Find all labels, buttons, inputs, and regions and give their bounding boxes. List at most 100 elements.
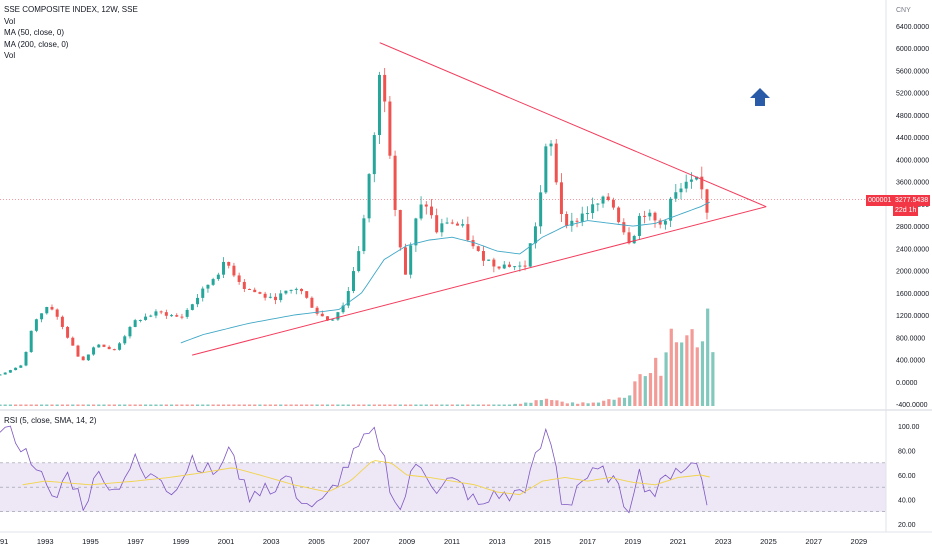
candle-body	[487, 259, 491, 261]
candle-body	[580, 213, 584, 222]
legend-vol-2: Vol	[4, 51, 16, 60]
candle-body	[289, 289, 293, 291]
candle-body	[128, 326, 132, 337]
candle-body	[60, 316, 64, 327]
candle-body	[466, 224, 470, 241]
candle-body	[700, 176, 704, 190]
candle-body	[455, 223, 459, 226]
candle-body	[403, 247, 407, 275]
candle-body	[414, 218, 418, 246]
time-tick-label: 2025	[760, 537, 777, 546]
candle-body	[611, 199, 615, 208]
rsi-pane[interactable]	[0, 425, 886, 514]
candle-body	[617, 207, 621, 223]
rsi-line	[0, 425, 708, 514]
candle-body	[315, 307, 319, 314]
candle-body	[429, 206, 433, 216]
volume-bar	[143, 404, 148, 406]
candle-body	[695, 176, 699, 180]
volume-bar	[429, 404, 434, 406]
currency-label: CNY	[896, 7, 911, 14]
volume-bar	[117, 404, 122, 406]
volume-bar	[346, 404, 350, 406]
candle-body	[123, 336, 127, 344]
candle-body	[559, 182, 563, 215]
volume-bar	[409, 404, 413, 406]
price-tick-label: 4400.0000	[896, 135, 929, 142]
volume-bar	[294, 404, 298, 406]
candle-body	[227, 261, 231, 266]
candle-body	[372, 135, 376, 175]
candle-body	[149, 315, 153, 317]
price-tick-label: 5600.0000	[896, 68, 929, 75]
volume-bar	[507, 404, 512, 406]
rsi-tick-label: 100.00	[898, 424, 920, 431]
volume-bar	[648, 373, 653, 406]
volume-bar	[13, 404, 18, 406]
time-tick-label: 2019	[625, 537, 642, 546]
volume-bar	[169, 404, 174, 406]
time-tick-label: 2029	[851, 537, 868, 546]
volume-bar	[357, 404, 361, 406]
candle-body	[71, 337, 75, 346]
candle-body	[705, 189, 709, 213]
candle-body	[450, 222, 454, 224]
candle-body	[175, 315, 179, 317]
candle-body	[76, 345, 80, 357]
candle-body	[518, 265, 522, 267]
candle-body	[190, 304, 194, 310]
candle-body	[50, 306, 54, 310]
candle-body	[393, 155, 397, 210]
candle-body	[24, 351, 28, 366]
volume-bar	[674, 342, 679, 406]
candle-body	[533, 226, 537, 244]
candle-body	[310, 297, 314, 308]
candle-body	[596, 203, 600, 205]
candle-body	[663, 220, 667, 225]
volume-bar	[565, 403, 569, 406]
volume-bar	[612, 399, 616, 406]
arrow-up-icon	[750, 88, 770, 106]
volume-bar	[325, 404, 330, 406]
candle-body	[144, 316, 148, 320]
volume-bar	[154, 404, 158, 406]
volume-bar	[71, 404, 75, 406]
candle-body	[445, 222, 449, 224]
volume-bar	[471, 404, 475, 406]
candle-body	[658, 220, 662, 225]
candle-body	[539, 192, 543, 227]
candle-body	[544, 146, 548, 193]
volume-bar	[377, 404, 382, 406]
volume-bar	[310, 404, 314, 406]
volume-bar	[102, 404, 106, 406]
time-tick-label: 2009	[398, 537, 415, 546]
price-tick-label: 4800.0000	[896, 113, 929, 120]
volume-bar	[492, 404, 496, 406]
volume-bar	[560, 401, 564, 406]
time-tick-label: 2027	[805, 537, 822, 546]
time-tick-label: 2003	[263, 537, 280, 546]
volume-bar	[440, 404, 444, 406]
volume-bar	[91, 404, 96, 406]
candle-body	[440, 223, 444, 233]
volume-bar	[29, 404, 33, 406]
candle-body	[305, 291, 309, 298]
rsi-tick-label: 20.00	[898, 522, 916, 529]
volume-bar	[60, 404, 64, 406]
volume-bar	[195, 404, 200, 406]
candle-body	[565, 214, 569, 226]
candle-body	[357, 251, 361, 272]
candle-body	[242, 281, 246, 289]
candle-body	[19, 365, 23, 368]
volume-bar	[341, 404, 345, 406]
candle-body	[216, 274, 220, 280]
volume-bar	[706, 308, 710, 406]
time-tick-label: 2001	[218, 537, 235, 546]
candle-body	[383, 74, 387, 102]
candle-body	[507, 264, 511, 267]
volume-bar	[190, 404, 194, 406]
volume-bar	[669, 328, 673, 406]
candle-body	[55, 309, 59, 317]
price-pane[interactable]	[0, 42, 886, 406]
